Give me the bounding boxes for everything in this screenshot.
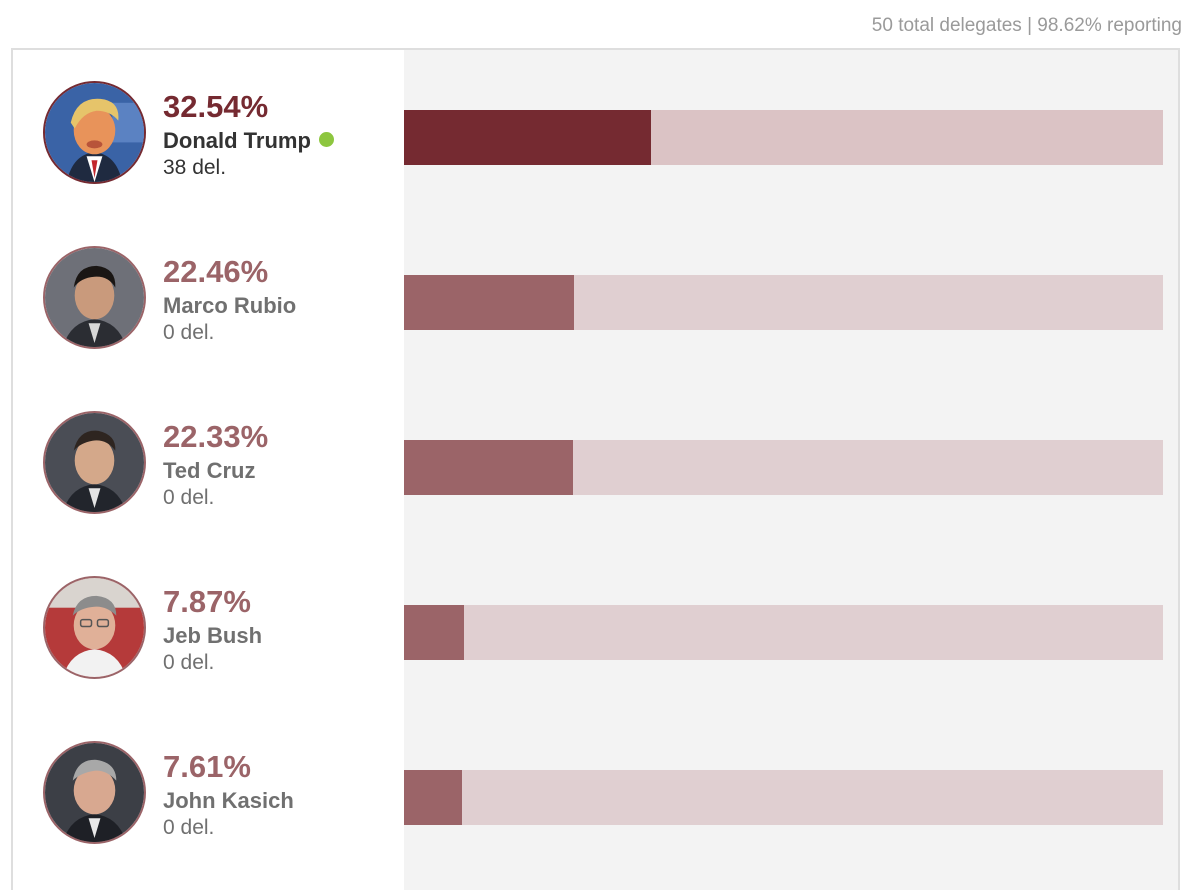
candidate-percent: 7.61%	[163, 749, 251, 784]
portrait-donald-trump-icon	[45, 83, 144, 182]
candidate-percent: 7.87%	[163, 584, 251, 619]
candidate-avatar	[43, 576, 146, 679]
candidate-avatar	[43, 741, 146, 844]
candidate-avatar	[43, 246, 146, 349]
candidate-percent: 22.46%	[163, 254, 269, 289]
bar-marco-rubio	[404, 275, 575, 330]
winner-dot-icon	[318, 132, 334, 147]
bar-track	[404, 440, 1163, 495]
bar-track	[404, 605, 1163, 660]
candidate-name-text: Donald Trump	[163, 128, 311, 153]
portrait-john-kasich-icon	[45, 743, 144, 842]
candidate-name: Jeb Bush	[163, 623, 263, 648]
results-panel: 32.54% Donald Trump 38 del. 22.46% Marco…	[11, 48, 1180, 890]
bar-track	[404, 110, 1163, 165]
candidate-name: Ted Cruz	[163, 458, 256, 483]
candidate-avatar	[43, 411, 146, 514]
bar-jeb-bush	[404, 605, 464, 660]
bar-track	[404, 275, 1163, 330]
candidate-percent: 22.33%	[163, 419, 269, 454]
candidate-delegates: 38 del.	[163, 156, 227, 179]
candidate-avatar	[43, 81, 146, 184]
candidate-delegates: 0 del.	[163, 651, 215, 674]
candidate-row: 32.54% Donald Trump 38 del.	[13, 50, 1178, 184]
candidate-percent: 32.54%	[163, 89, 269, 124]
portrait-marco-rubio-icon	[45, 248, 144, 347]
candidate-name: John Kasich	[163, 788, 294, 813]
candidate-name: Donald Trump	[163, 128, 334, 154]
bar-donald-trump	[404, 110, 651, 165]
candidate-row: 22.46% Marco Rubio 0 del.	[13, 215, 1178, 349]
candidate-row: 22.33% Ted Cruz 0 del.	[13, 380, 1178, 514]
portrait-jeb-bush-icon	[45, 578, 144, 677]
candidate-row: 7.61% John Kasich 0 del.	[13, 710, 1178, 844]
candidate-delegates: 0 del.	[163, 321, 215, 344]
bar-ted-cruz	[404, 440, 574, 495]
candidate-delegates: 0 del.	[163, 486, 215, 509]
candidate-delegates: 0 del.	[163, 816, 215, 839]
bar-john-kasich	[404, 770, 462, 825]
candidate-row: 7.87% Jeb Bush 0 del.	[13, 545, 1178, 679]
bar-track	[404, 770, 1163, 825]
candidate-name: Marco Rubio	[163, 293, 297, 318]
portrait-ted-cruz-icon	[45, 413, 144, 512]
reporting-status: 50 total delegates | 98.62% reporting	[871, 15, 1182, 36]
